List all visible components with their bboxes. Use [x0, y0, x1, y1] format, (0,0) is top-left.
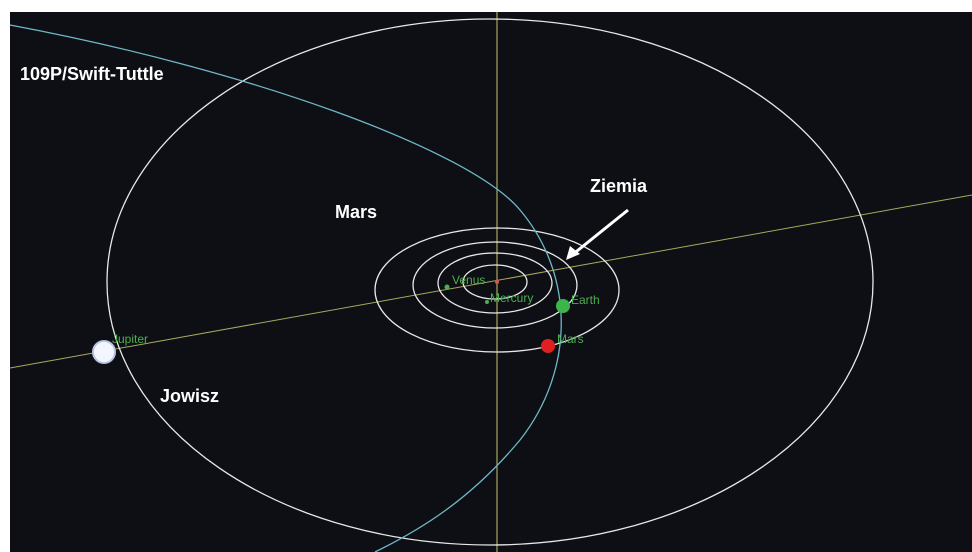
planet-label: Venus	[452, 273, 485, 287]
mars-dot	[541, 339, 555, 353]
venus-dot	[445, 285, 450, 290]
jupiter-annotation: Jowisz	[160, 386, 219, 406]
page: 109P/Swift-Tuttle Mars Ziemia Jowisz Ven…	[0, 0, 972, 552]
orbit-view: 109P/Swift-Tuttle Mars Ziemia Jowisz Ven…	[0, 0, 972, 552]
earth-dot	[556, 299, 570, 313]
planet-label: Mars	[557, 332, 584, 346]
earth-annotation: Ziemia	[590, 176, 648, 196]
comet-label: 109P/Swift-Tuttle	[20, 64, 164, 84]
planet-label: Mercury	[490, 291, 533, 305]
mars-annotation: Mars	[335, 202, 377, 222]
planet-label: Jupiter	[112, 332, 148, 346]
planet-label: Earth	[571, 293, 600, 307]
mercury-dot	[485, 300, 489, 304]
sun	[495, 280, 499, 284]
